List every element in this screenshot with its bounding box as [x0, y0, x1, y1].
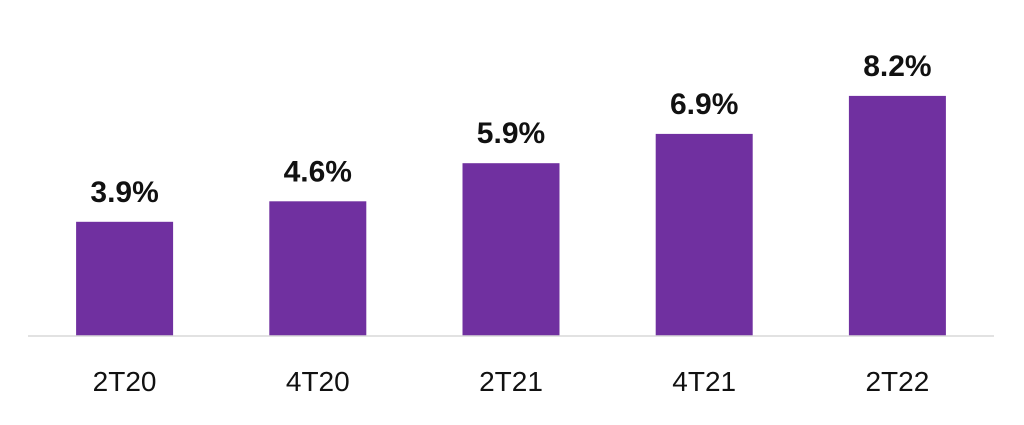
value-labels-group: 3.9% 4.6% 5.9% 6.9% 8.2%: [90, 50, 931, 209]
value-label-2T22: 8.2%: [863, 50, 931, 83]
category-label-2T21: 2T21: [479, 366, 543, 397]
value-label-4T21: 6.9%: [670, 88, 738, 121]
bar-2T20: [76, 221, 174, 336]
bar-4T20: [269, 201, 367, 336]
bar-2T21: [462, 163, 560, 336]
category-labels-group: 2T20 4T20 2T21 4T21 2T22: [93, 366, 930, 397]
bar-2T22: [848, 95, 946, 337]
category-label-4T20: 4T20: [286, 366, 350, 397]
category-label-2T20: 2T20: [93, 366, 157, 397]
bar-4T21: [655, 133, 753, 336]
value-label-4T20: 4.6%: [284, 155, 352, 188]
value-label-2T21: 5.9%: [477, 117, 545, 150]
bars-group: [76, 95, 946, 337]
category-label-4T21: 4T21: [672, 366, 736, 397]
category-label-2T22: 2T22: [865, 366, 929, 397]
value-label-2T20: 3.9%: [90, 176, 158, 209]
